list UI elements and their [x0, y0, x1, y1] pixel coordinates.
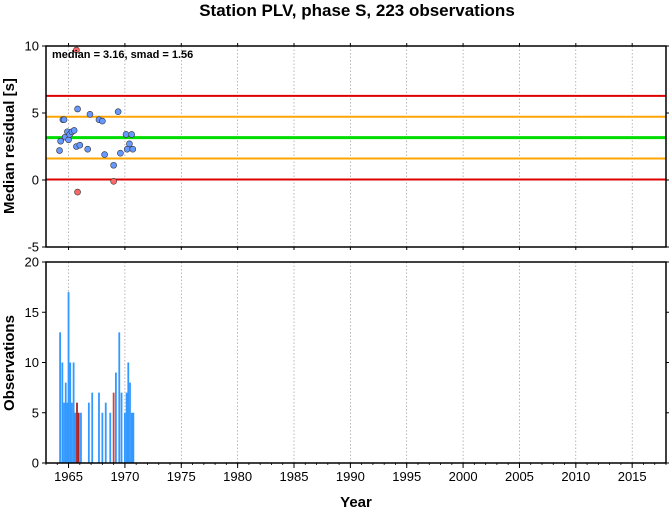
observation-bar: [91, 392, 94, 463]
observation-bar: [129, 382, 131, 463]
residual-point: [110, 178, 117, 185]
observation-bar: [98, 392, 100, 463]
observation-bar: [64, 382, 67, 463]
reference-lines: [46, 94, 666, 181]
residual-point: [99, 117, 106, 125]
observation-bar: [67, 292, 70, 463]
observation-bar: [120, 392, 123, 463]
residual-point: [70, 127, 78, 134]
x-tick-label: 2005: [505, 469, 534, 484]
observation-bar: [76, 402, 78, 463]
x-tick-label: 1995: [392, 469, 421, 484]
observation-bar: [66, 402, 69, 463]
observation-bar: [61, 362, 64, 463]
residual-point: [73, 46, 80, 54]
observation-bar: [114, 372, 117, 463]
observation-bar: [118, 332, 121, 463]
residual-point: [128, 131, 135, 138]
x-tick-label: 2010: [561, 469, 590, 484]
observation-bar: [59, 332, 61, 463]
residual-point: [60, 116, 68, 123]
observation-bar: [80, 412, 82, 463]
observation-bar: [124, 412, 126, 463]
residual-point: [65, 136, 72, 144]
observation-bar: [112, 392, 115, 463]
observation-bar: [74, 412, 77, 463]
x-tick-label: 1970: [110, 469, 139, 484]
observation-bar: [104, 402, 107, 463]
observation-bar: [72, 362, 75, 463]
y-tick-label: 5: [32, 106, 39, 121]
observations-panel: 0 5 10 15 20 1965 1970 1975 1980 1985 1990 1995 2000…: [1, 255, 669, 511]
residual-point: [56, 147, 63, 154]
residual-point: [101, 151, 108, 158]
y-tick-label: 0: [32, 173, 39, 188]
residual-point: [86, 111, 94, 118]
residual-point: [126, 140, 133, 148]
y-tick-label: 10: [25, 355, 39, 370]
residual-point: [110, 161, 117, 169]
residual-point: [76, 141, 84, 149]
residual-point: [74, 105, 81, 113]
y-tick-label: 20: [25, 255, 39, 270]
residual-points: [56, 46, 137, 196]
observation-bar: [69, 362, 72, 463]
residual-grid: [68, 46, 633, 247]
x-tick-label: 1985: [280, 469, 309, 484]
residual-point: [122, 131, 130, 138]
observation-bar: [109, 412, 112, 463]
observation-bar: [63, 402, 65, 463]
residual-point: [84, 145, 92, 153]
observations-plot-frame: [45, 261, 667, 464]
observation-bar: [71, 402, 73, 463]
chart-title: Station PLV, phase S, 223 observations: [199, 1, 515, 20]
residual-y-axis-label: Median residual [s]: [1, 78, 18, 214]
residual-point: [74, 188, 81, 196]
observations-grid: [68, 262, 633, 463]
residual-point: [114, 108, 122, 115]
observation-bar: [77, 412, 80, 463]
x-tick-label: 2015: [618, 469, 647, 484]
observation-bar: [127, 362, 130, 463]
observations-ticks: 0 5 10 15 20 1965 1970 1975 1980 1985 1990 1995 2000…: [25, 255, 669, 484]
residual-point: [129, 145, 137, 153]
observation-bars: [59, 292, 135, 463]
x-tick-label: 1980: [223, 469, 252, 484]
x-axis-label: Year: [340, 494, 372, 511]
residual-point: [57, 137, 64, 145]
x-tick-label: 1990: [336, 469, 365, 484]
residual-plot-frame: [45, 45, 667, 248]
y-tick-label: 0: [32, 456, 39, 471]
y-tick-label: 10: [25, 39, 39, 54]
x-tick-label: 1975: [167, 469, 196, 484]
observation-bar: [87, 402, 90, 463]
observation-bar: [132, 412, 135, 463]
y-tick-label: -5: [27, 240, 39, 255]
observation-bar: [125, 392, 128, 463]
x-tick-label: 2000: [449, 469, 478, 484]
residual-y-ticks: -5 0 5 10: [25, 39, 669, 255]
residual-panel: -5 0 5 10 median = 3.16, smad = 1.56 Median…: [1, 39, 669, 255]
x-tick-label: 1965: [54, 469, 83, 484]
stats-annotation: median = 3.16, smad = 1.56: [52, 49, 193, 61]
residual-point: [117, 149, 124, 157]
y-tick-label: 15: [25, 305, 39, 320]
observation-bar: [130, 412, 133, 463]
y-tick-label: 5: [32, 405, 39, 420]
observations-y-axis-label: Observations: [1, 315, 18, 411]
observation-bar: [101, 412, 104, 463]
